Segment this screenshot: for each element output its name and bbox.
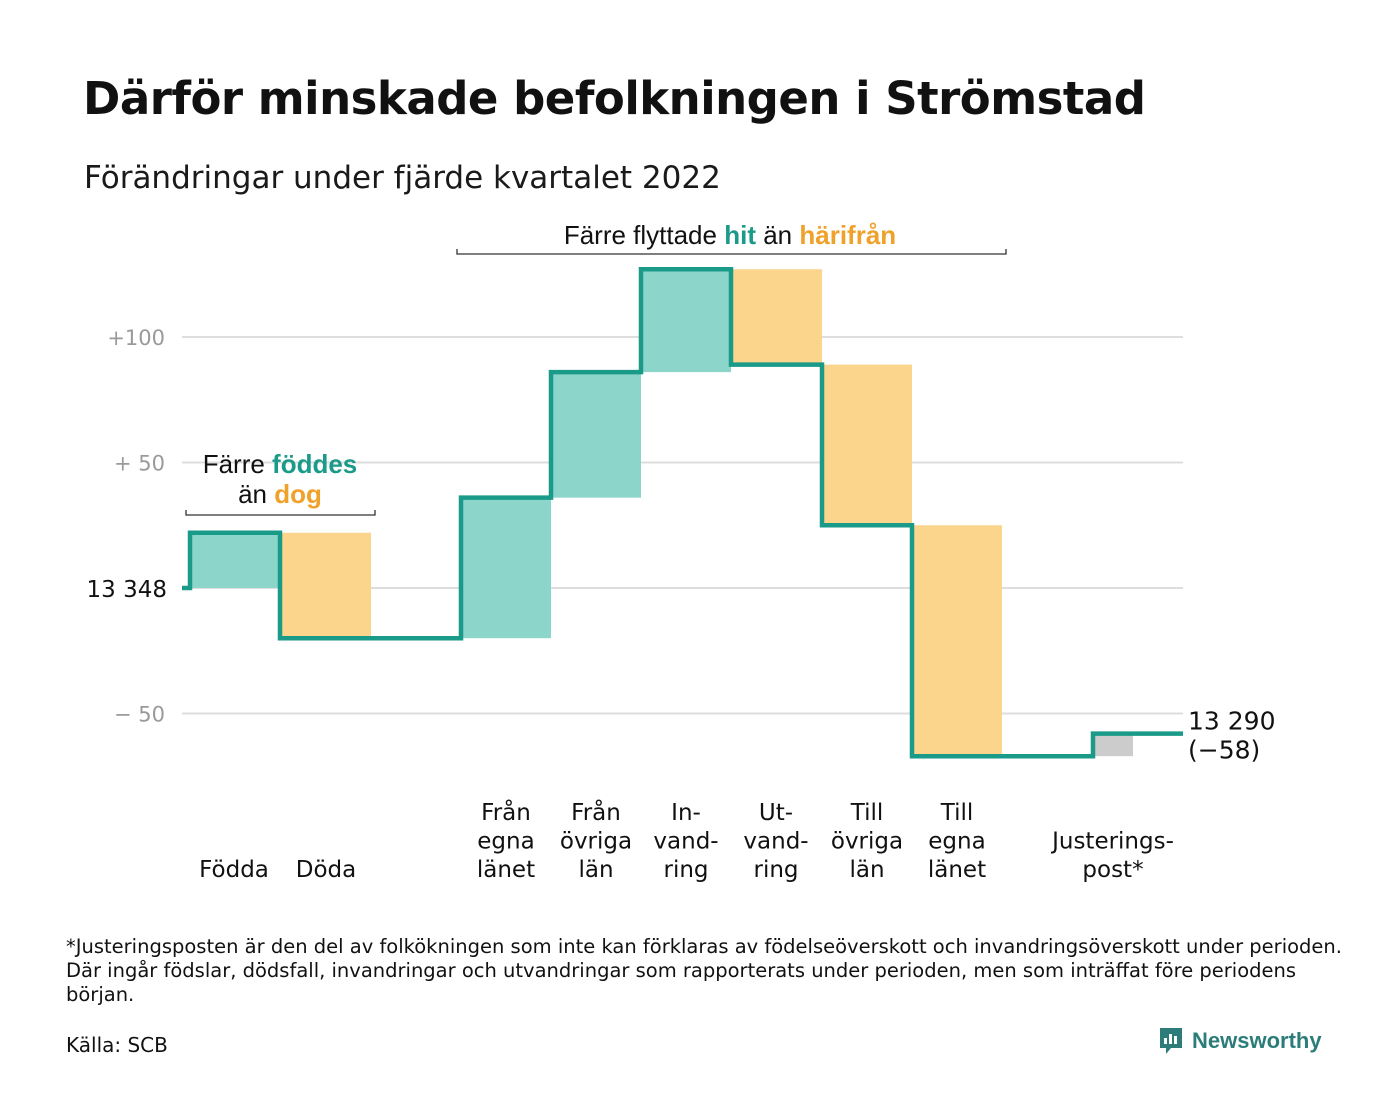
chart-title: Därför minskade befolkningen i Strömstad — [83, 72, 1146, 125]
waterfall-chart: +100 + 50 − 50 Födda Döda Från egna länet Från öv… — [87, 220, 1276, 884]
footnote: *Justeringsposten är den del av folkökni… — [66, 935, 1342, 1006]
annotation-births-line2: än dog — [238, 479, 322, 509]
bar-till-ovriga — [822, 364, 912, 526]
bar-utvandring — [731, 269, 822, 365]
end-change-label: (−58) — [1188, 736, 1260, 765]
x-label-fran-ovriga: Från övriga län — [560, 798, 632, 883]
bar-fran-egna — [461, 497, 551, 639]
x-label-utvandring: Ut-vand-ring — [743, 800, 808, 883]
x-label-fodda: Födda — [199, 857, 269, 883]
newsworthy-logo-icon — [1160, 1028, 1182, 1054]
chart-subtitle: Förändringar under fjärde kvartalet 2022 — [84, 160, 721, 196]
cumulative-line — [182, 266, 1183, 759]
x-label-justering: Justerings-post* — [1050, 829, 1174, 884]
bar-fodda — [190, 532, 280, 588]
y-tick-label: +100 — [107, 326, 165, 350]
brand-logo: Newsworthy — [1158, 1026, 1322, 1056]
bar-fran-ovriga — [551, 372, 641, 498]
source-note: Källa: SCB — [66, 1033, 168, 1057]
start-value-label: 13 348 — [87, 577, 167, 603]
annotation-births-line1: Färre föddes — [203, 449, 358, 479]
x-label-invandring: In-vand-ring — [653, 800, 718, 883]
brand-name: Newsworthy — [1192, 1028, 1322, 1053]
bar-justering — [1093, 733, 1133, 757]
annotation-moves-bracket — [456, 249, 1007, 255]
bar-doda — [280, 532, 371, 639]
bar-invandring — [641, 269, 731, 373]
x-label-fran-egna: Från egna länet — [477, 798, 535, 883]
annotation-births-bracket — [185, 510, 376, 516]
y-tick-label: − 50 — [114, 703, 165, 727]
bar-till-egna — [912, 525, 1002, 757]
x-label-till-ovriga: Till övriga län — [831, 800, 903, 883]
end-value-label: 13 290 — [1188, 707, 1275, 736]
annotation-moves-line1: Färre flyttade hit än härifrån — [564, 220, 896, 250]
y-tick-label: + 50 — [114, 452, 165, 476]
x-label-doda: Döda — [296, 857, 356, 883]
x-label-till-egna: Till egna länet — [928, 800, 986, 883]
